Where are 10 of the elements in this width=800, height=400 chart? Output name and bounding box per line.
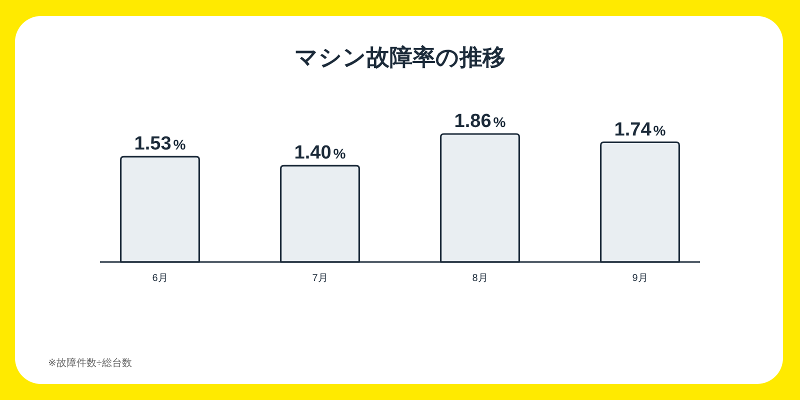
category-label: 7月 [312, 273, 328, 284]
category-label: 8月 [472, 273, 488, 284]
data-label: 1.40% [294, 142, 346, 164]
category-label: 6月 [152, 273, 168, 284]
data-label: 1.53% [134, 134, 186, 155]
data-label: 1.74% [614, 119, 666, 140]
chart-title: マシン故障率の推移 [294, 44, 506, 70]
data-label: 1.86% [454, 111, 506, 132]
annotation: ※故障件数÷総台数 [48, 358, 132, 369]
category-label: 9月 [632, 273, 648, 284]
